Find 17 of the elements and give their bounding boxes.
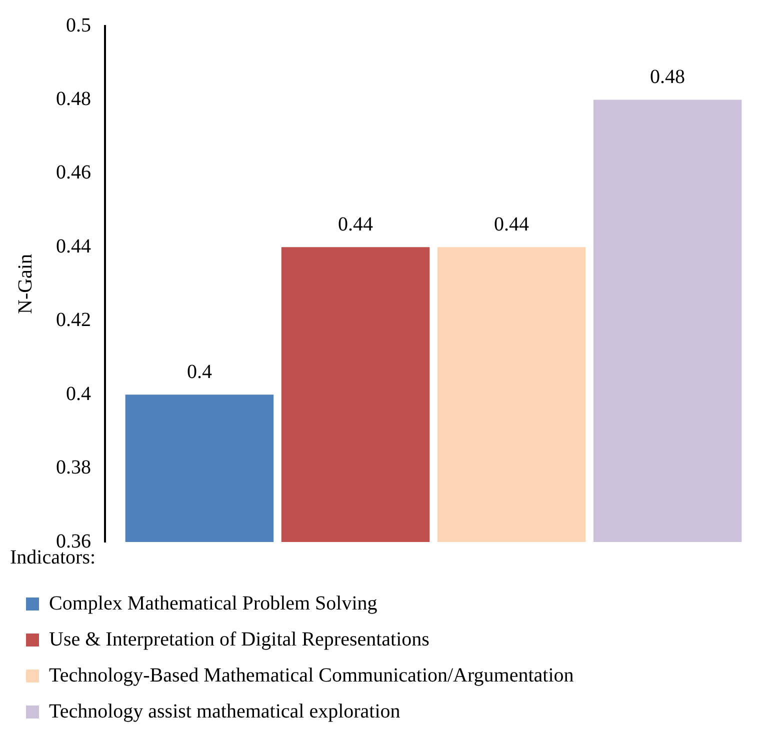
y-tick-label: 0.5 — [66, 14, 91, 36]
data-label: 0.44 — [338, 213, 373, 236]
data-label: 0.44 — [494, 213, 530, 236]
y-tick-label: 0.42 — [56, 309, 91, 332]
data-label: 0.4 — [186, 360, 212, 383]
y-tick-label: 0.36 — [56, 530, 91, 552]
legend-label: Complex Mathematical Problem Solving — [49, 592, 378, 614]
data-label: 0.48 — [650, 66, 686, 88]
legend-label: Technology assist mathematical exploration — [49, 700, 400, 722]
y-tick-label: 0.44 — [56, 235, 91, 258]
y-tick-label: 0.48 — [56, 88, 91, 110]
y-axis-title: N-Gain — [14, 254, 36, 314]
y-tick-label: 0.4 — [66, 382, 91, 405]
legend-label: Use & Interpretation of Digital Representations — [49, 628, 430, 650]
legend-label: Technology-Based Mathematical Communication/Argumentation — [49, 664, 574, 686]
y-tick-label: 0.46 — [56, 162, 91, 184]
y-tick-label: 0.38 — [56, 456, 91, 479]
